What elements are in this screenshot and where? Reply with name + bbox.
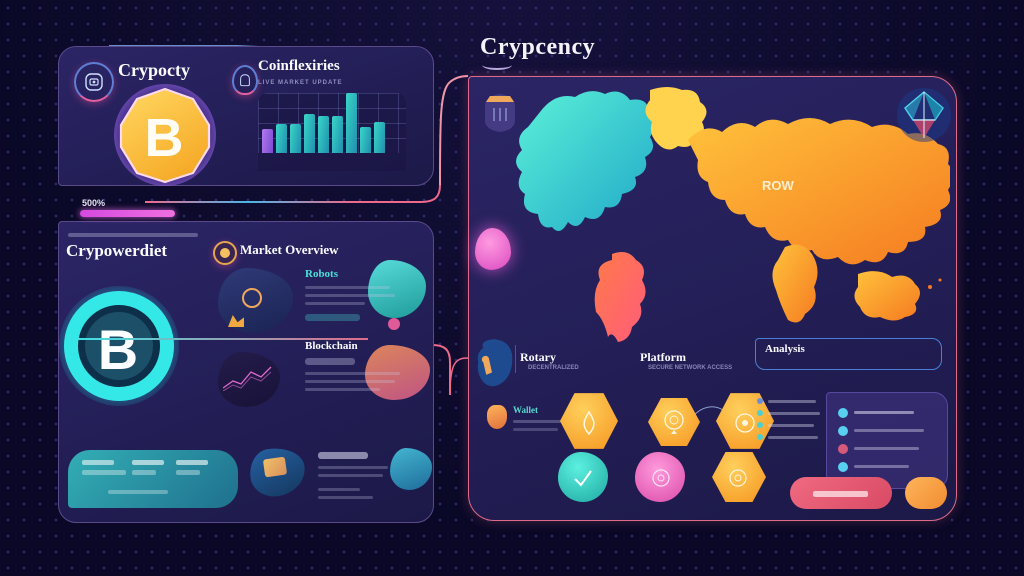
- svg-text:ROW: ROW: [762, 178, 795, 193]
- svg-text:B: B: [145, 108, 184, 168]
- svg-text:B: B: [98, 318, 138, 381]
